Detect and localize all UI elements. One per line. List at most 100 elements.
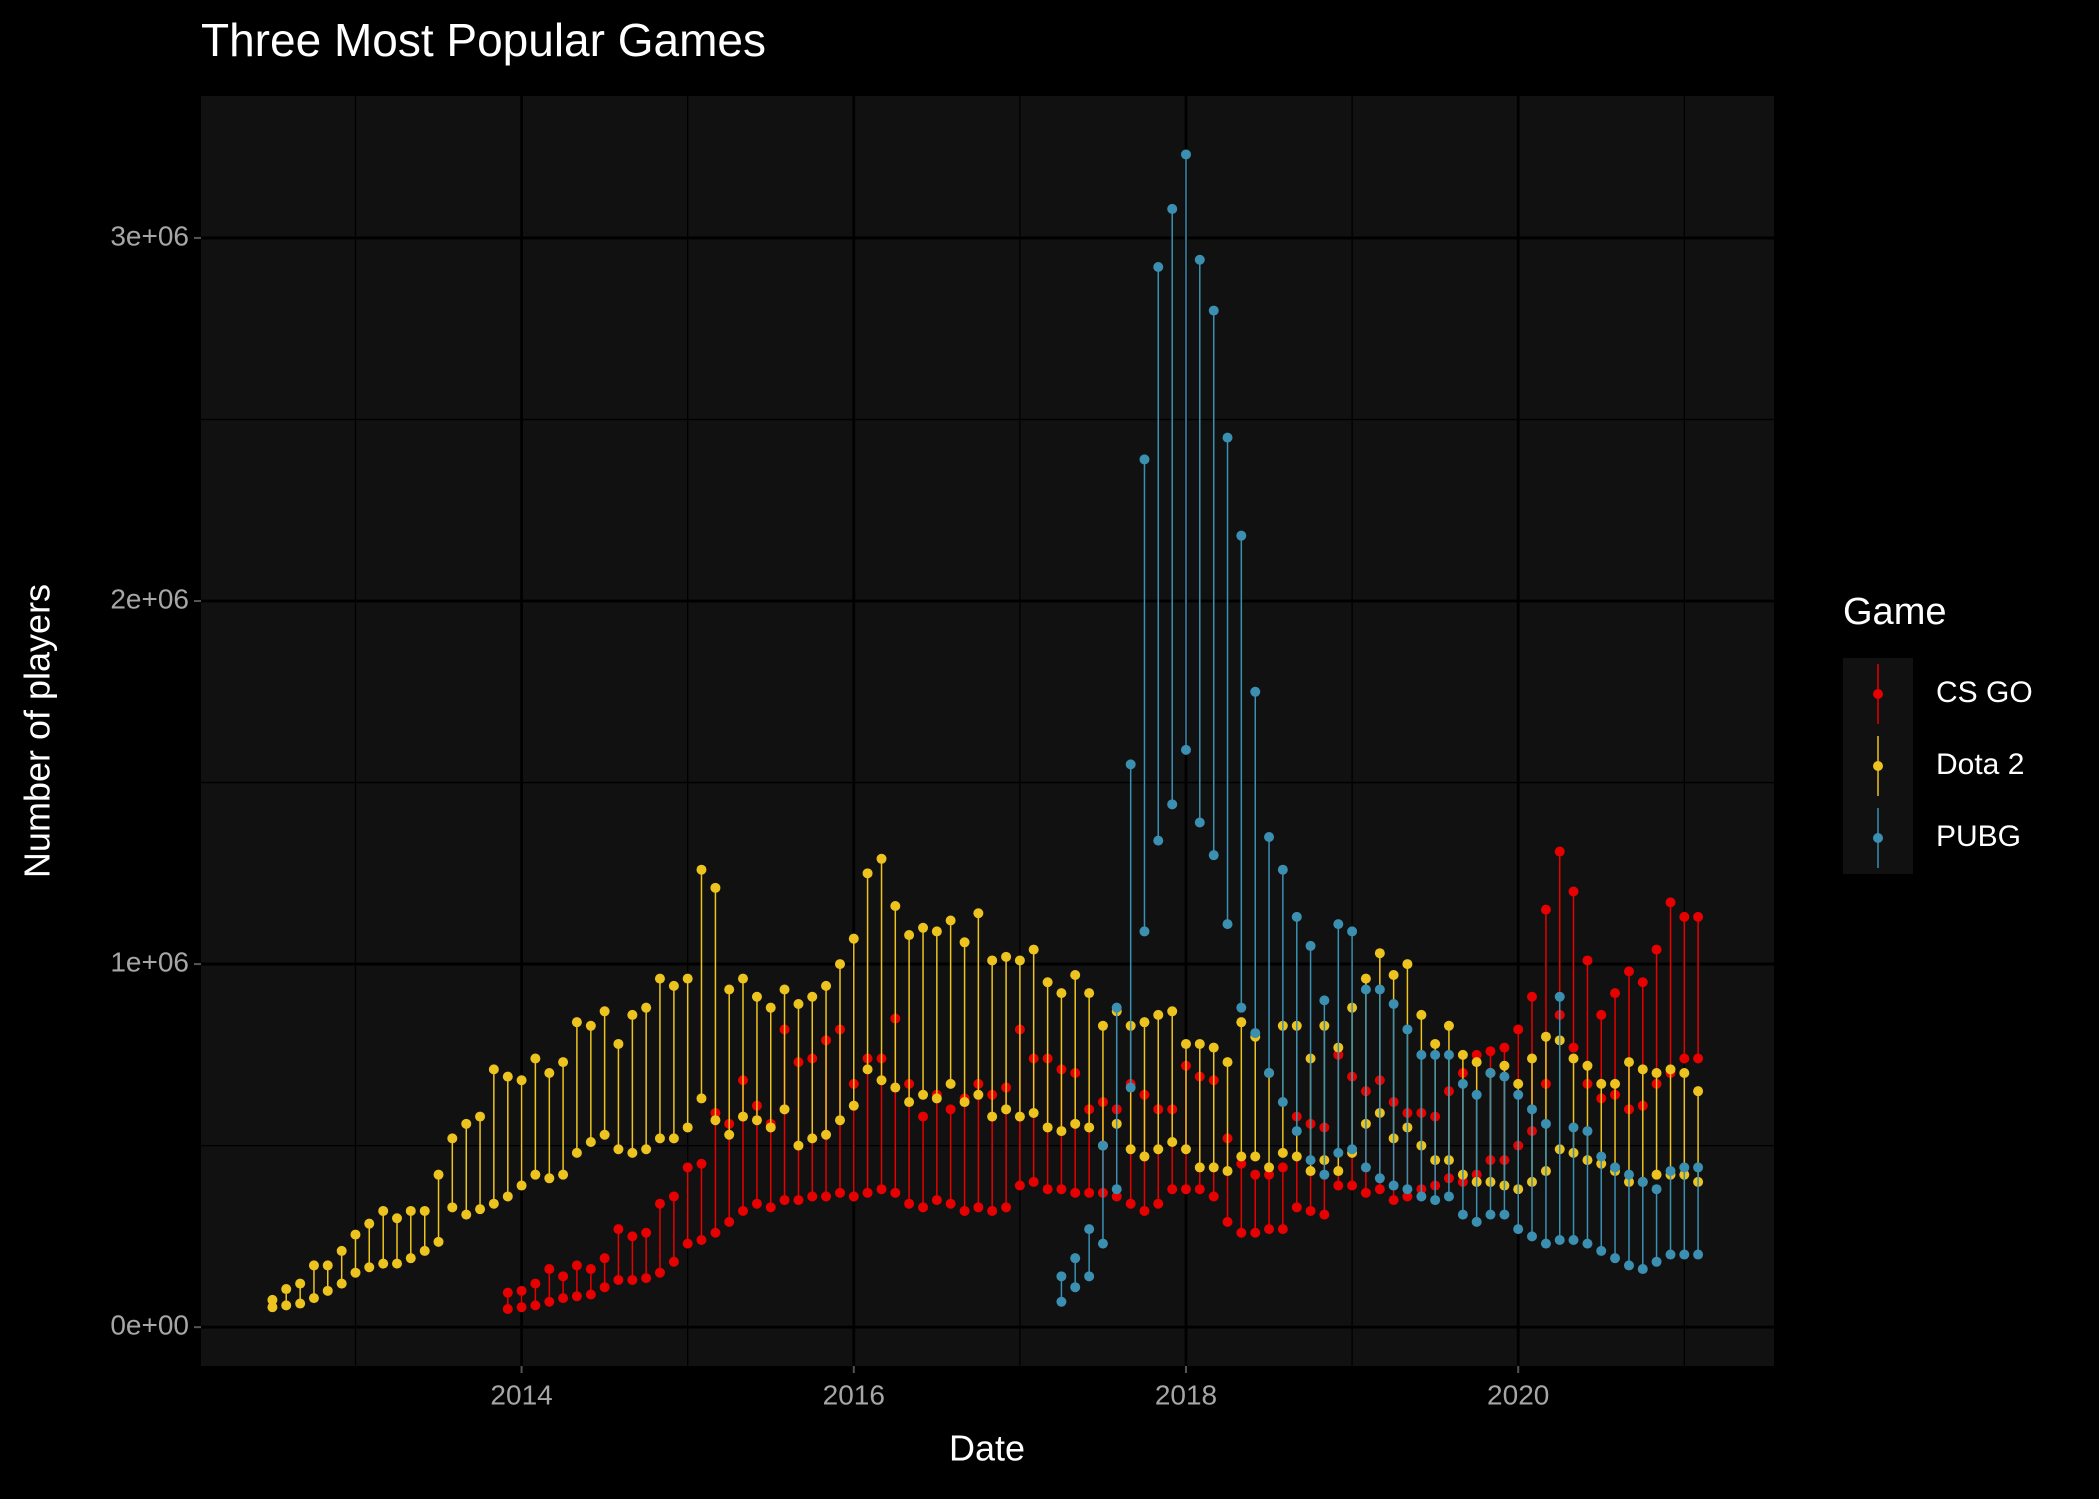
low-point: [1402, 1191, 1413, 1202]
high-point: [1264, 832, 1275, 843]
series-2: [1056, 149, 1704, 1307]
high-point: [1360, 973, 1371, 984]
high-point: [1070, 1253, 1081, 1264]
low-point: [461, 1209, 472, 1220]
low-point: [793, 1195, 804, 1206]
low-point: [1360, 1187, 1371, 1198]
low-point: [544, 1173, 555, 1184]
high-point: [1568, 886, 1579, 897]
high-point: [710, 882, 721, 893]
high-point: [918, 922, 929, 933]
low-point: [1014, 1111, 1025, 1122]
high-point: [1084, 1224, 1095, 1235]
high-point: [1485, 1046, 1496, 1057]
low-point: [350, 1267, 361, 1278]
low-point: [1167, 799, 1178, 810]
low-point: [1333, 1166, 1344, 1177]
high-point: [696, 1158, 707, 1169]
low-point: [1305, 1166, 1316, 1177]
low-point: [1222, 1216, 1233, 1227]
legend-key-point: [1873, 761, 1883, 771]
low-point: [751, 1115, 762, 1126]
low-point: [1084, 1122, 1095, 1133]
high-point: [779, 984, 790, 995]
legend: CS GO Dota 2 PUBG: [1843, 658, 2033, 874]
low-point: [1028, 1107, 1039, 1118]
high-point: [1402, 959, 1413, 970]
low-point: [1028, 1176, 1039, 1187]
low-point: [1042, 1122, 1053, 1133]
high-point: [530, 1278, 541, 1289]
high-point: [627, 1231, 638, 1242]
low-point: [585, 1136, 596, 1147]
low-point: [1499, 1209, 1510, 1220]
high-point: [1540, 1118, 1551, 1129]
high-point: [1374, 948, 1385, 959]
high-point: [516, 1285, 527, 1296]
low-point: [945, 1078, 956, 1089]
low-point: [544, 1296, 555, 1307]
high-point: [945, 915, 956, 926]
high-point: [737, 973, 748, 984]
y-tick-label: 0e+00: [110, 1310, 189, 1341]
high-point: [654, 973, 665, 984]
high-point: [1388, 999, 1399, 1010]
high-point: [1347, 926, 1358, 937]
high-point: [1236, 1158, 1247, 1169]
high-point: [599, 1006, 610, 1017]
high-point: [765, 1002, 776, 1013]
low-point: [1291, 1202, 1302, 1213]
high-point: [599, 1253, 610, 1264]
low-point: [613, 1144, 624, 1155]
low-point: [1139, 926, 1150, 937]
high-point: [807, 991, 818, 1002]
high-point: [1222, 432, 1233, 443]
low-point: [710, 1227, 721, 1238]
low-point: [1596, 1245, 1607, 1256]
low-point: [627, 1147, 638, 1158]
low-point: [835, 1115, 846, 1126]
low-point: [516, 1302, 527, 1313]
high-point: [1001, 951, 1012, 962]
low-point: [1679, 1249, 1690, 1260]
y-tick-label: 2e+06: [110, 583, 189, 614]
high-point: [890, 900, 901, 911]
high-point: [1028, 944, 1039, 955]
high-point: [1319, 995, 1330, 1006]
high-point: [1208, 305, 1219, 316]
high-point: [1042, 977, 1053, 988]
high-point: [267, 1294, 278, 1305]
high-point: [1291, 911, 1302, 922]
high-point: [502, 1287, 513, 1298]
low-point: [668, 1256, 679, 1267]
low-point: [1125, 1144, 1136, 1155]
high-point: [1056, 988, 1067, 999]
low-point: [862, 1064, 873, 1075]
low-point: [918, 1089, 929, 1100]
high-point: [1430, 1038, 1441, 1049]
high-point: [308, 1260, 319, 1271]
low-point: [1540, 1238, 1551, 1249]
low-point: [724, 1216, 735, 1227]
low-point: [1236, 1151, 1247, 1162]
high-point: [364, 1218, 375, 1229]
high-point: [1430, 1049, 1441, 1060]
high-point: [1180, 1038, 1191, 1049]
high-point: [696, 864, 707, 875]
low-point: [1139, 1205, 1150, 1216]
low-point: [488, 1198, 499, 1209]
low-point: [1443, 1191, 1454, 1202]
high-point: [668, 980, 679, 991]
low-point: [1236, 1227, 1247, 1238]
low-point: [904, 1097, 915, 1108]
high-point: [1443, 1049, 1454, 1060]
high-point: [488, 1064, 499, 1075]
low-point: [571, 1147, 582, 1158]
low-point: [1001, 1104, 1012, 1115]
high-point: [1610, 988, 1621, 999]
high-point: [959, 937, 970, 948]
low-point: [516, 1180, 527, 1191]
high-point: [433, 1169, 444, 1180]
high-point: [1277, 864, 1288, 875]
high-point: [793, 999, 804, 1010]
